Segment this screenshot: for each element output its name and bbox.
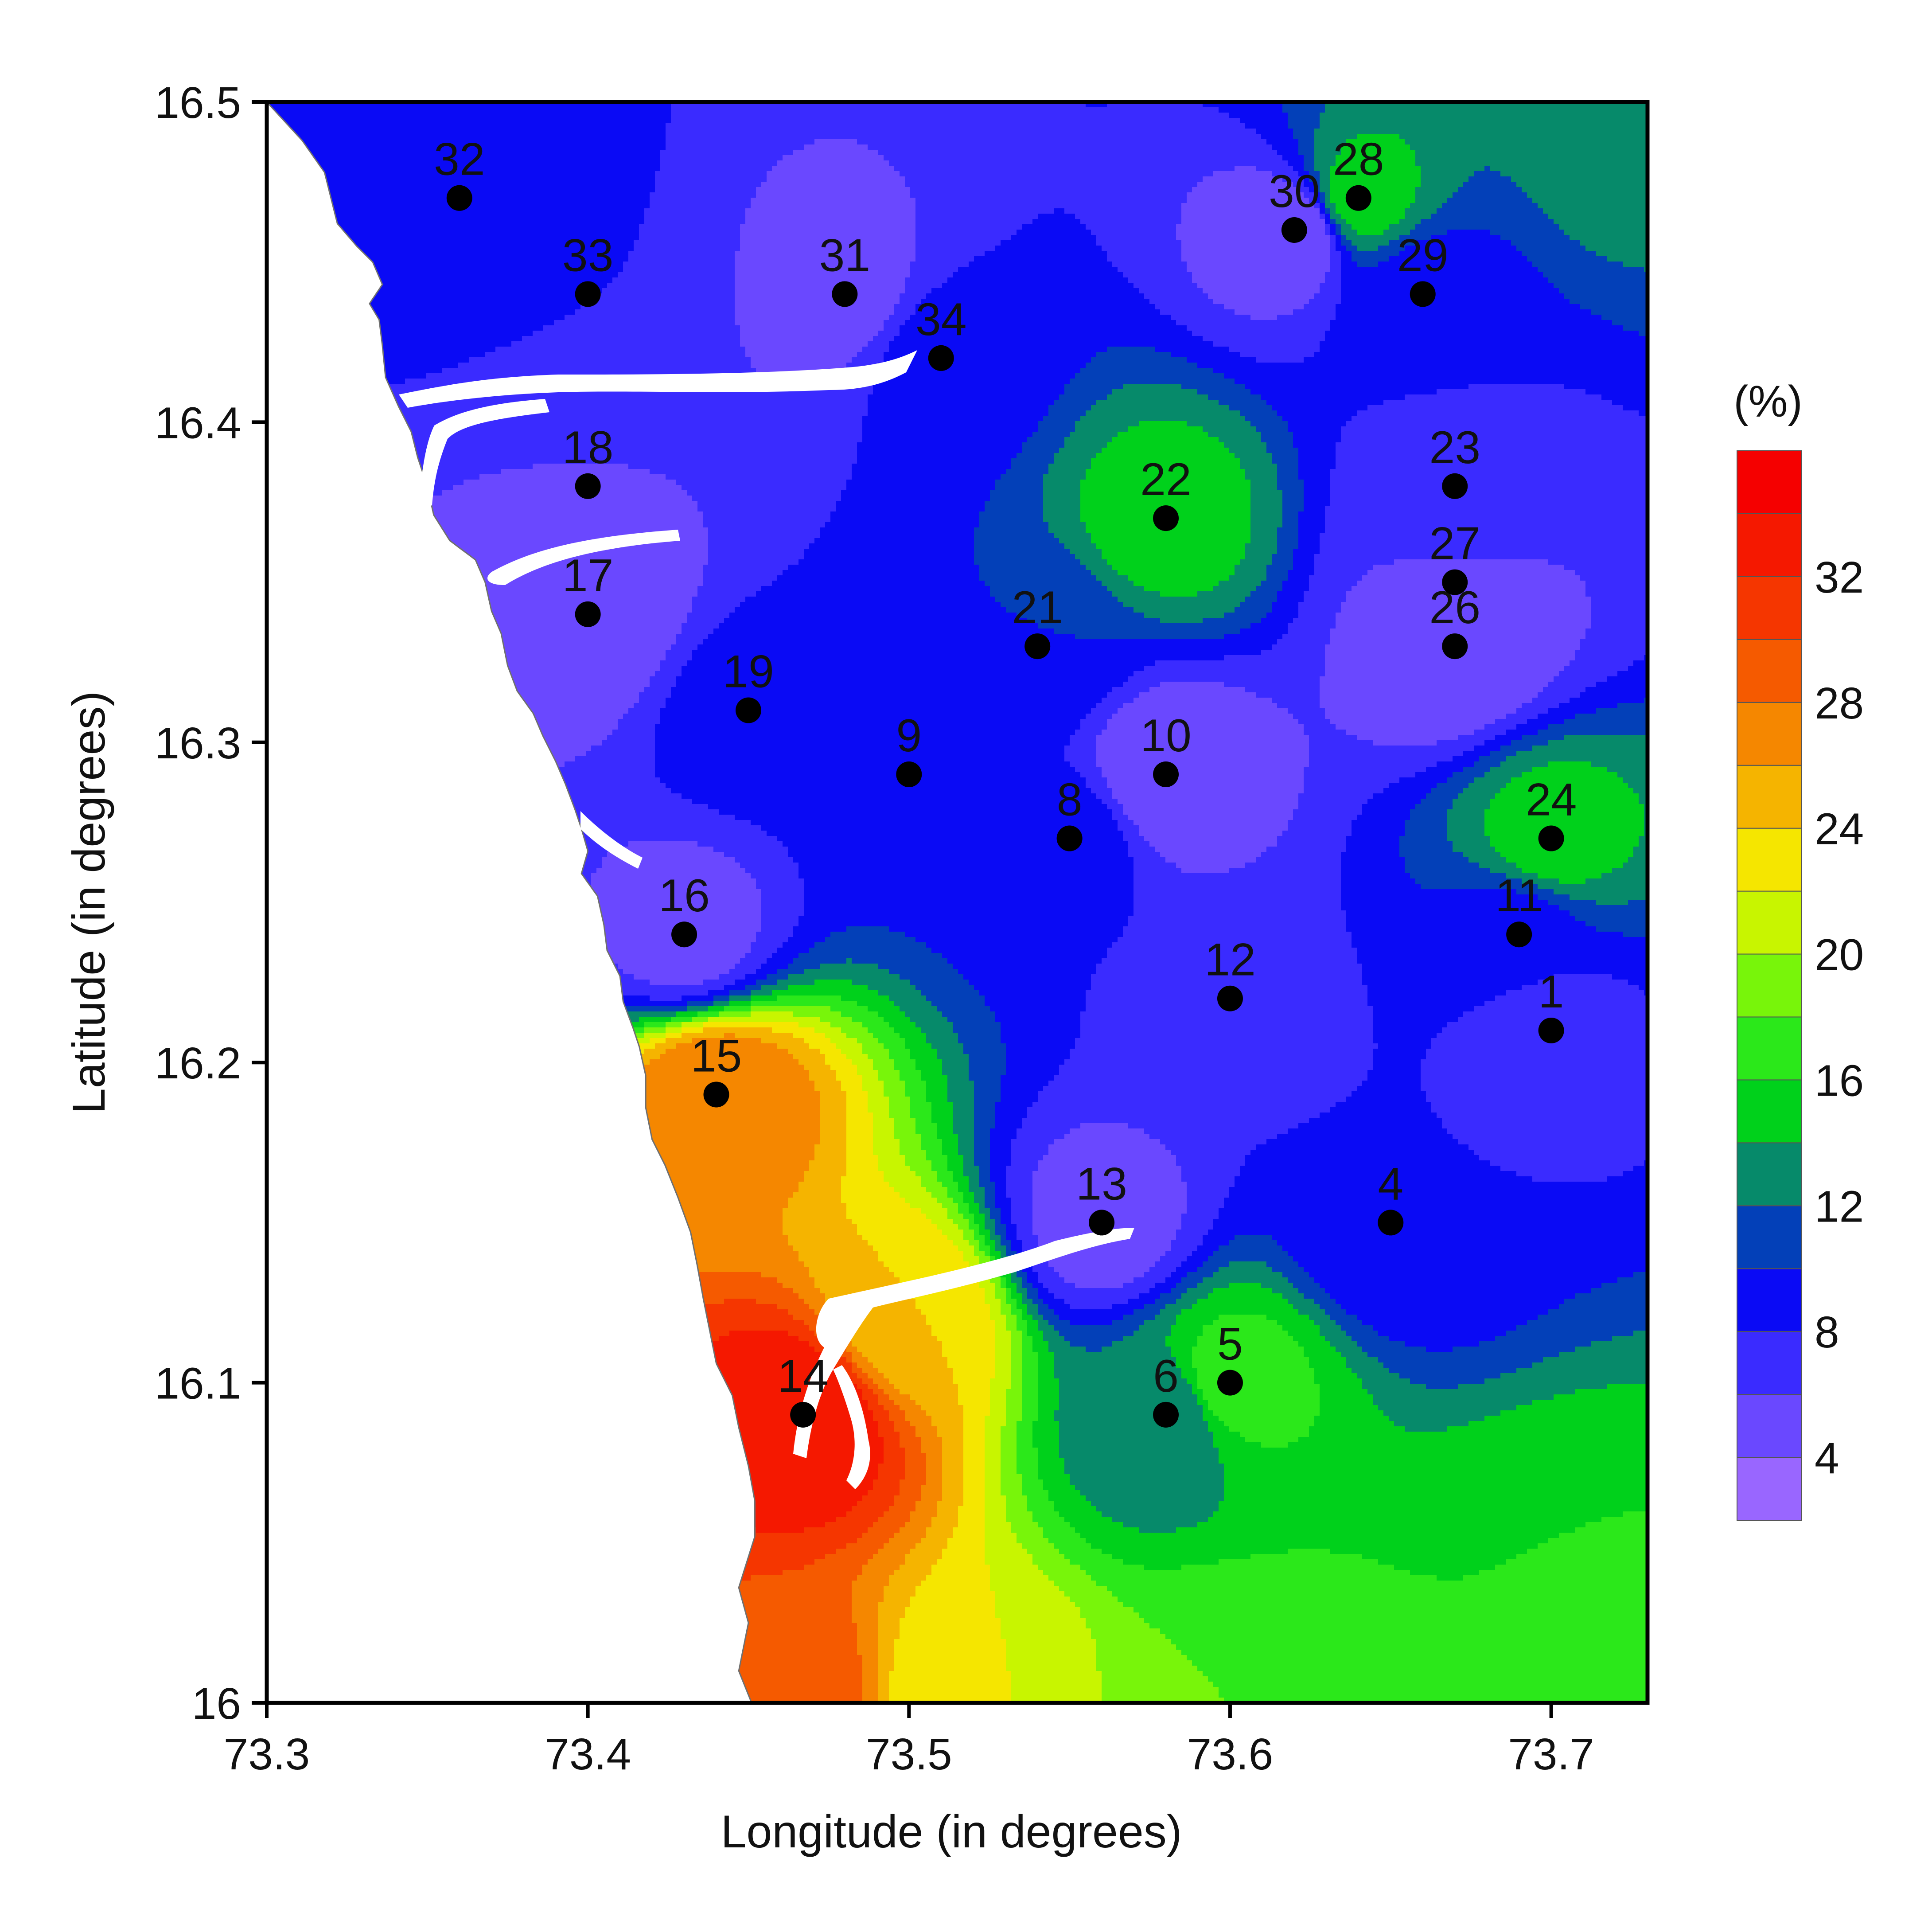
- x-tick-label: 73.5: [866, 1729, 952, 1779]
- site-marker: [1539, 826, 1564, 851]
- colorbar-swatch: [1737, 451, 1801, 514]
- site-marker: [575, 281, 601, 307]
- colorbar-swatch: [1737, 1143, 1801, 1206]
- site-label: 21: [1012, 582, 1063, 633]
- colorbar-label: 16: [1815, 1056, 1864, 1105]
- site-marker: [1217, 986, 1243, 1011]
- colorbar-swatch: [1737, 1269, 1801, 1331]
- x-tick-label: 73.7: [1508, 1729, 1594, 1779]
- site-marker: [704, 1081, 729, 1107]
- site-marker: [575, 473, 601, 499]
- site-marker: [1378, 1210, 1403, 1235]
- x-axis-title: Longitude (in degrees): [721, 1806, 1182, 1858]
- site-label: 13: [1076, 1158, 1127, 1210]
- site-marker: [1153, 761, 1179, 787]
- colorbar-swatch: [1737, 1394, 1801, 1457]
- site-label: 10: [1140, 710, 1192, 761]
- colorbar-label: 4: [1815, 1433, 1839, 1483]
- site-label: 24: [1526, 774, 1577, 826]
- colorbar-swatch: [1737, 1457, 1801, 1520]
- site-marker: [736, 698, 761, 723]
- colorbar-label: 20: [1815, 930, 1864, 980]
- colorbar-label: 24: [1815, 804, 1864, 854]
- site-marker: [575, 601, 601, 627]
- site-label: 11: [1495, 870, 1543, 921]
- x-tick-label: 73.6: [1187, 1729, 1274, 1779]
- colorbar-swatch: [1737, 1080, 1801, 1143]
- y-tick-label: 16: [192, 1679, 241, 1729]
- site-label: 30: [1269, 166, 1320, 217]
- site-label: 6: [1153, 1351, 1179, 1402]
- site-label: 31: [819, 230, 871, 281]
- site-label: 27: [1429, 518, 1480, 570]
- colorbar-swatch: [1737, 577, 1801, 640]
- site-label: 18: [562, 422, 614, 473]
- y-axis-title: Latitude (in degrees): [63, 691, 115, 1114]
- site-marker: [1539, 1018, 1564, 1043]
- colorbar-swatch: [1737, 640, 1801, 703]
- colorbar-label: 12: [1815, 1182, 1864, 1231]
- site-label: 19: [723, 646, 774, 698]
- colorbar-swatch: [1737, 891, 1801, 954]
- site-label: 23: [1429, 422, 1480, 473]
- site-label: 1: [1539, 966, 1564, 1018]
- site-label: 4: [1378, 1158, 1403, 1210]
- site-label: 17: [562, 550, 614, 601]
- y-tick-label: 16.2: [155, 1038, 241, 1088]
- site-marker: [896, 761, 922, 787]
- site-label: 29: [1397, 230, 1449, 281]
- y-tick-label: 16.3: [155, 718, 241, 768]
- y-tick-label: 16.5: [155, 78, 241, 128]
- site-marker: [1442, 633, 1468, 659]
- site-marker: [1089, 1210, 1114, 1235]
- site-label: 15: [691, 1030, 742, 1081]
- colorbar: 4 8 12 16 20 24 28 32: [1737, 451, 1864, 1520]
- site-marker: [1346, 185, 1371, 211]
- site-marker: [1153, 1402, 1179, 1428]
- site-marker: [928, 345, 954, 371]
- colorbar-swatch: [1737, 828, 1801, 891]
- site-label: 5: [1217, 1319, 1243, 1370]
- x-tick-label: 73.3: [224, 1729, 310, 1779]
- site-marker: [790, 1402, 816, 1428]
- colorbar-swatch: [1737, 1206, 1801, 1269]
- colorbar-swatch: [1737, 703, 1801, 765]
- site-marker: [1217, 1370, 1243, 1396]
- y-tick-label: 16.1: [155, 1359, 241, 1409]
- colorbar-swatch: [1737, 765, 1801, 828]
- site-label: 28: [1333, 134, 1384, 185]
- site-label: 16: [658, 870, 710, 921]
- colorbar-swatch: [1737, 1331, 1801, 1394]
- colorbar-swatch: [1737, 514, 1801, 577]
- site-label: 22: [1140, 454, 1192, 505]
- site-label: 14: [777, 1351, 829, 1402]
- site-marker: [1282, 217, 1307, 243]
- site-label: 34: [915, 294, 967, 345]
- site-label: 33: [562, 230, 614, 281]
- y-tick-label: 16.4: [155, 398, 241, 448]
- colorbar-label: 32: [1815, 553, 1864, 602]
- site-marker: [1506, 921, 1532, 947]
- site-label: 8: [1057, 774, 1083, 826]
- site-marker: [671, 921, 697, 947]
- colorbar-swatch: [1737, 954, 1801, 1017]
- colorbar-title: (%): [1733, 377, 1803, 426]
- colorbar-swatch: [1737, 1017, 1801, 1080]
- site-marker: [447, 185, 472, 211]
- site-label: 32: [434, 134, 485, 185]
- site-marker: [1153, 505, 1179, 531]
- site-marker: [832, 281, 857, 307]
- x-tick-label: 73.4: [545, 1729, 631, 1779]
- site-marker: [1442, 570, 1468, 595]
- site-marker: [1442, 473, 1468, 499]
- site-marker: [1057, 826, 1083, 851]
- colorbar-label: 28: [1815, 679, 1864, 728]
- site-marker: [1410, 281, 1436, 307]
- colorbar-label: 8: [1815, 1308, 1839, 1357]
- site-marker: [1024, 633, 1050, 659]
- site-label: 12: [1204, 934, 1256, 986]
- site-label: 9: [896, 710, 922, 761]
